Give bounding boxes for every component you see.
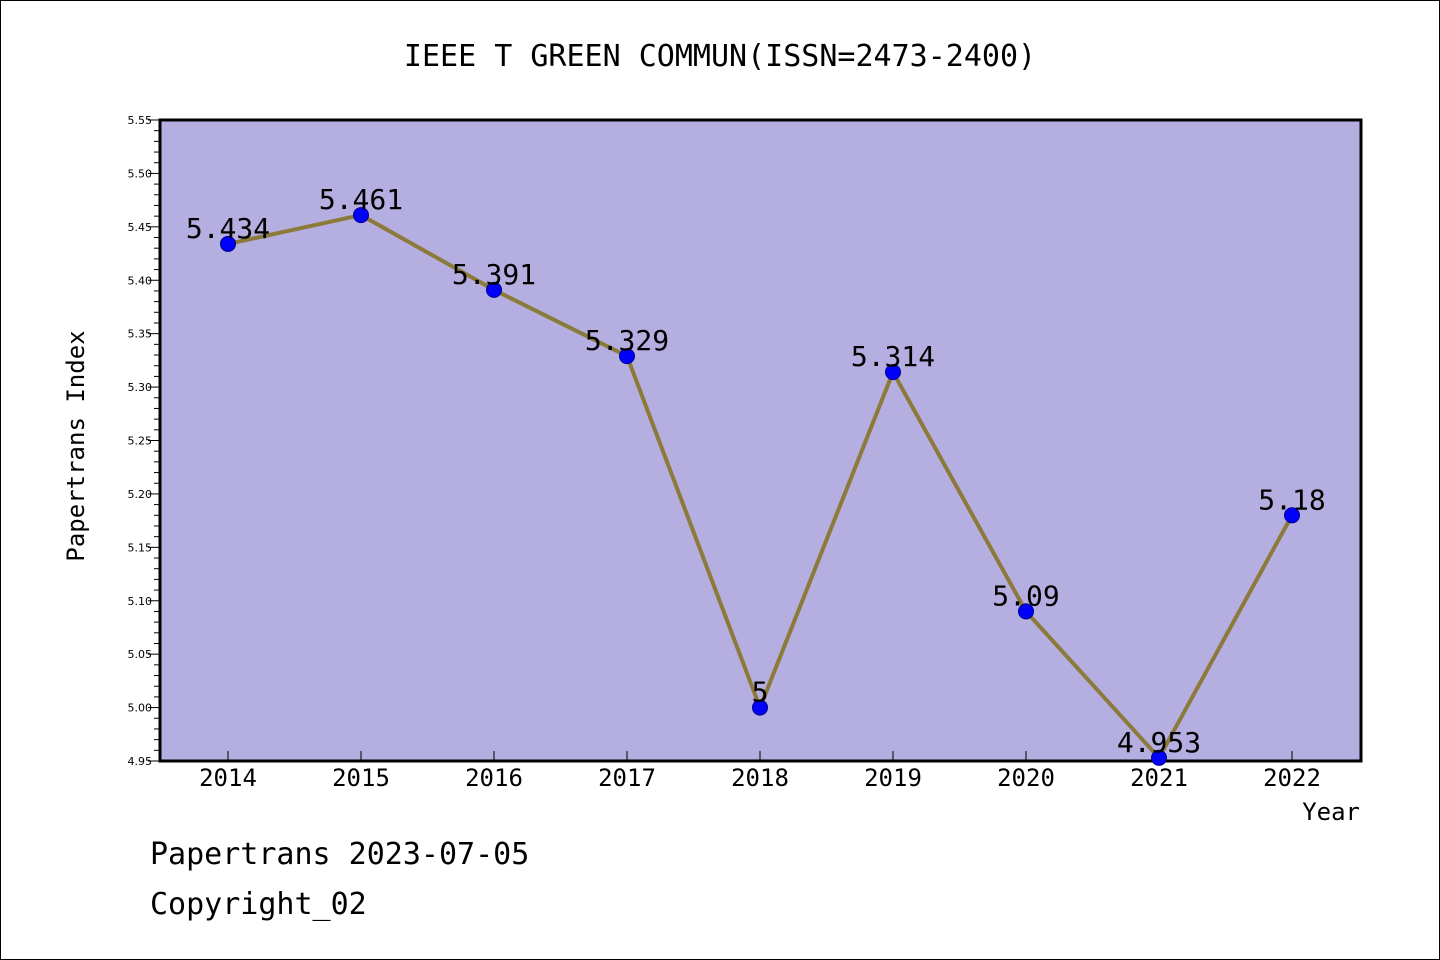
y-tick-label: 5.40 (128, 274, 153, 287)
data-point (220, 235, 236, 252)
x-tick-label: 2021 (1130, 764, 1188, 792)
x-tick-label: 2015 (332, 764, 390, 792)
data-label: 5.18 (1258, 483, 1325, 516)
x-tick-label: 2014 (199, 764, 257, 792)
data-label: 5.391 (452, 258, 536, 291)
x-tick-label: 2016 (465, 764, 523, 792)
plot-area (158, 118, 1363, 763)
data-label: 5.461 (319, 183, 403, 216)
data-point (752, 699, 768, 716)
x-tick-label: 2017 (598, 764, 656, 792)
y-tick-label: 5.00 (128, 702, 153, 715)
data-label: 4.953 (1117, 726, 1201, 759)
x-tick-label: 2019 (864, 764, 922, 792)
chart-title: IEEE T GREEN COMMUN(ISSN=2473-2400) (404, 39, 1036, 74)
data-label: 5.09 (992, 579, 1059, 612)
y-axis: 4.95 5.00 5.05 5.10 5.15 5.20 5.25 5.30 5.35 5.40… (128, 114, 160, 768)
data-label: 5.314 (851, 340, 935, 373)
data-point (1284, 507, 1300, 524)
y-tick-label: 5.45 (128, 221, 153, 234)
x-tick-label: 2020 (997, 764, 1055, 792)
data-labels: 5.434 5.461 5.391 5.329 5 5.314 5.09 4.953 5.18 (186, 183, 1326, 759)
y-tick-label: 5.30 (128, 381, 153, 394)
x-tick-label: 2022 (1263, 764, 1321, 792)
x-tick-label: 2018 (731, 764, 789, 792)
data-point (885, 364, 901, 381)
x-axis: 2014 2015 2016 2017 2018 2019 2020 2021 2022 (199, 751, 1321, 792)
y-axis-title: Papertrans Index (62, 330, 90, 561)
x-axis-title: Year (1302, 798, 1360, 826)
y-tick-label: 5.10 (128, 595, 153, 608)
data-point (1018, 603, 1034, 620)
y-tick-label: 5.15 (128, 541, 153, 554)
data-point (353, 207, 369, 224)
y-tick-label: 5.05 (128, 648, 153, 661)
y-tick-label: 5.35 (128, 328, 153, 341)
data-point (619, 348, 635, 365)
y-tick-label: 5.20 (128, 488, 153, 501)
y-tick-label: 4.95 (128, 755, 153, 768)
footer-copyright: Copyright_02 (150, 887, 367, 922)
data-label: 5.434 (186, 212, 270, 245)
y-tick-label: 5.55 (128, 114, 153, 127)
data-label: 5.329 (585, 324, 669, 357)
series-markers (220, 207, 1300, 766)
y-tick-label: 5.50 (128, 167, 153, 180)
footer-date: Papertrans 2023-07-05 (150, 837, 529, 872)
y-tick-label: 5.25 (128, 435, 153, 448)
data-label: 5 (752, 676, 769, 709)
data-point (486, 281, 502, 298)
data-point (1151, 749, 1167, 766)
